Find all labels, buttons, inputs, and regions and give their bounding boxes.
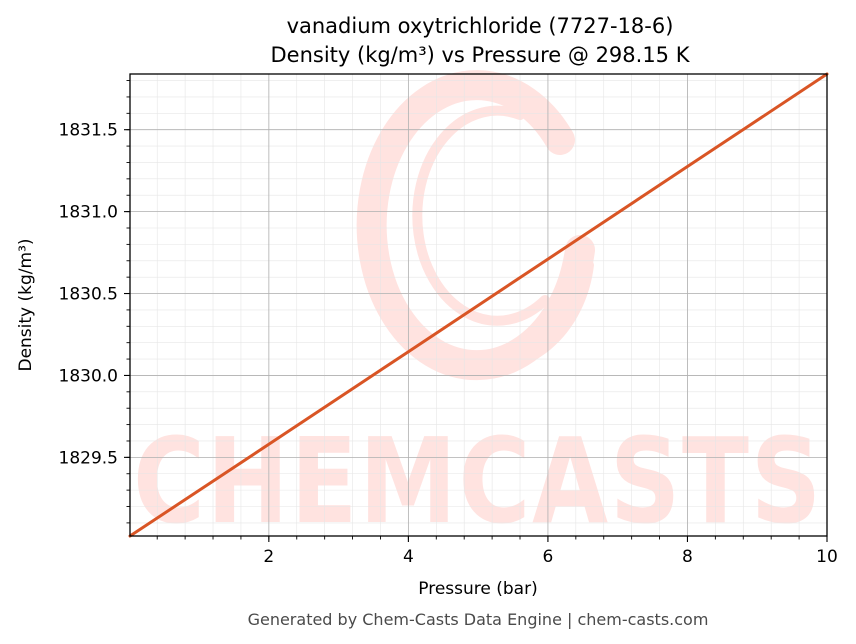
y-tick-label: 1831.0 [59, 203, 118, 223]
density-series-line [128, 72, 829, 538]
series-layer [128, 72, 829, 538]
x-axis-label: Pressure (bar) [418, 579, 537, 599]
x-tick-label: 8 [682, 547, 693, 567]
y-tick-label: 1829.5 [59, 448, 118, 468]
watermark-logo: CHEMCASTS [133, 70, 823, 550]
x-tick-label: 2 [263, 547, 274, 567]
y-axis-label: Density (kg/m³) [16, 238, 36, 371]
x-tick-label: 4 [403, 547, 414, 567]
plot-frame [129, 73, 828, 537]
x-axis: 2 4 6 8 10 [156, 536, 838, 567]
footer-credit: Generated by Chem-Casts Data Engine | ch… [248, 610, 709, 629]
y-tick-label: 1830.5 [59, 285, 118, 305]
chart-title: vanadium oxytrichloride (7727-18-6) [287, 14, 674, 38]
major-grid [130, 74, 828, 536]
watermark-text: CHEMCASTS [133, 412, 823, 550]
y-axis: 1829.5 1830.0 1830.5 1831.0 1831.5 [59, 80, 130, 524]
x-tick-label: 6 [543, 547, 554, 567]
chart-subtitle: Density (kg/m³) vs Pressure @ 298.15 K [270, 43, 690, 67]
x-tick-label: 10 [816, 547, 838, 567]
y-tick-label: 1831.5 [59, 121, 118, 141]
y-tick-label: 1830.0 [59, 366, 118, 386]
